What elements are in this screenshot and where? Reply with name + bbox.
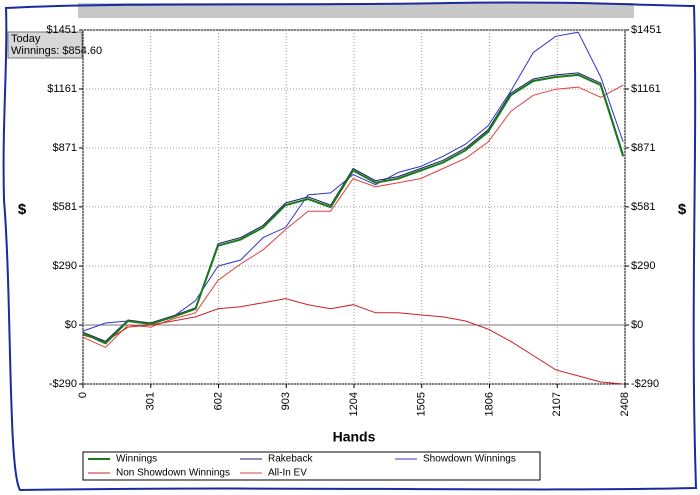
x-tick-label: 0 — [77, 392, 89, 398]
y2-tick-label: $581 — [631, 201, 655, 213]
y2-axis-label: $ — [678, 201, 687, 218]
x-tick-label: 1204 — [348, 392, 360, 416]
y-tick-label: $290 — [53, 260, 77, 272]
legend-label: Non Showdown Winnings — [116, 468, 230, 479]
legend-label: Showdown Winnings — [423, 454, 516, 465]
y2-tick-label: $290 — [631, 260, 655, 272]
x-tick-label: 1505 — [416, 392, 428, 416]
y-tick-label: $1451 — [46, 24, 77, 36]
series-line — [82, 73, 625, 345]
x-tick-label: 903 — [280, 392, 292, 410]
y2-tick-label: $1451 — [631, 24, 662, 36]
y-tick-label: $0 — [65, 319, 77, 331]
y2-tick-label: $871 — [631, 142, 655, 154]
x-axis-label: Hands — [333, 429, 376, 445]
y2-tick-label: -$290 — [631, 378, 659, 390]
legend-label: Rakeback — [268, 454, 313, 465]
x-tick-label: 1806 — [483, 392, 495, 416]
summary-title: Today — [11, 33, 41, 45]
x-tick-label: 301 — [145, 392, 157, 410]
y-tick-label: $581 — [53, 201, 77, 213]
legend-label: All-In EV — [268, 468, 307, 479]
y2-tick-label: $1161 — [631, 83, 661, 95]
summary-box — [7, 31, 83, 59]
summary-text: Winnings: $854.60 — [11, 45, 102, 57]
title-bar — [78, 3, 634, 18]
series-line — [82, 84, 624, 348]
y-tick-label: $871 — [53, 142, 77, 154]
y-tick-label: -$290 — [49, 378, 77, 390]
series-line — [82, 298, 624, 385]
y2-tick-label: $0 — [631, 319, 643, 331]
legend-label: Winnings — [116, 454, 157, 465]
y-axis-label: $ — [18, 201, 27, 218]
legend — [82, 451, 541, 481]
x-tick-label: 602 — [212, 392, 224, 410]
x-tick-label: 2107 — [551, 392, 563, 416]
y-tick-label: $1161 — [47, 83, 77, 95]
x-tick-label: 2408 — [619, 392, 631, 416]
